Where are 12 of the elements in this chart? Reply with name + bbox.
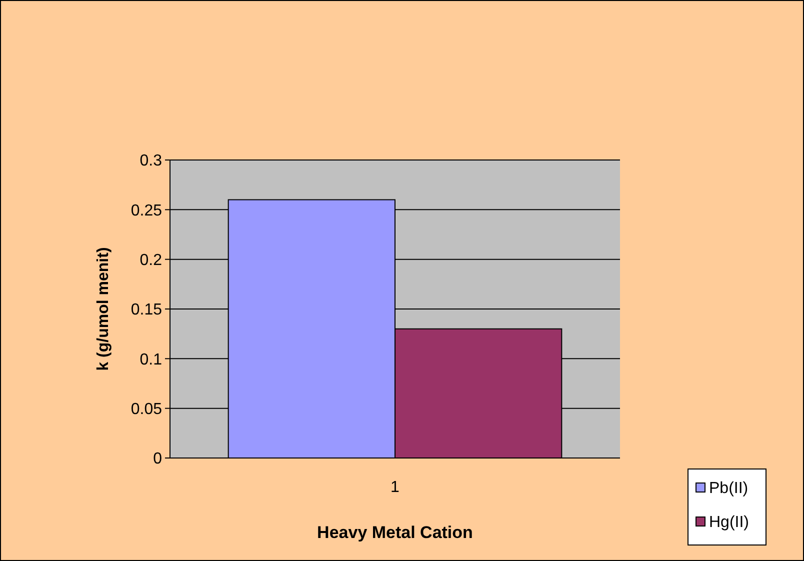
- x-axis-title: Heavy Metal Cation: [317, 523, 473, 542]
- y-tick-label: 0.15: [130, 302, 162, 319]
- y-tick-label: 0.2: [140, 252, 162, 269]
- y-tick-label: 0: [153, 450, 162, 468]
- x-tick-label: 1: [390, 479, 400, 496]
- legend-label: Hg(II): [709, 514, 749, 531]
- y-tick-label: 0.25: [130, 202, 162, 220]
- y-tick-label: 0.05: [130, 400, 162, 418]
- y-tick-label: 0.3: [140, 152, 162, 170]
- legend-label: Pb(II): [709, 480, 748, 497]
- y-tick-label: 0.1: [140, 351, 162, 368]
- y-axis-title: k (g/umol menit): [95, 247, 112, 371]
